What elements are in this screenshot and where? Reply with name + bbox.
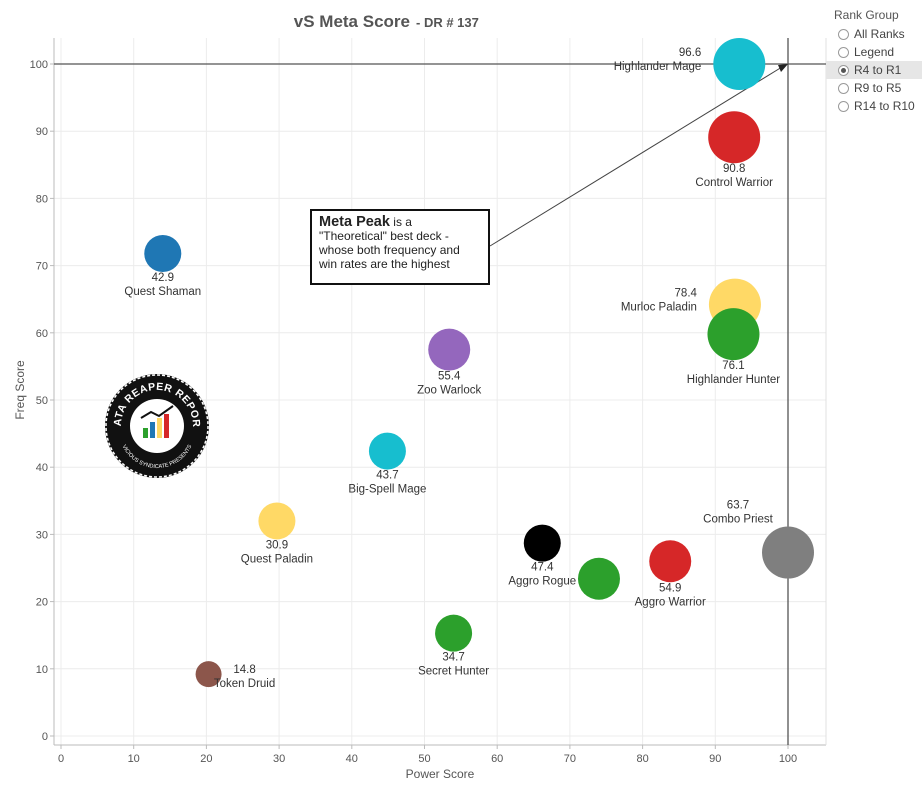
data-label: 76.1 [722, 360, 744, 372]
data-label: 43.7 [376, 470, 398, 482]
x-tick-label: 10 [128, 753, 140, 765]
point-name-label: Quest Paladin [241, 553, 313, 565]
data-label: 42.9 [152, 272, 174, 284]
x-tick-label: 60 [491, 753, 503, 765]
y-tick-label: 0 [42, 731, 48, 743]
x-tick-label: 80 [636, 753, 648, 765]
rank-option-label: Legend [854, 45, 895, 59]
data-label: 78.4 [675, 288, 698, 300]
point-name-label: Highlander Mage [614, 61, 702, 73]
meta-peak-annotation: Meta Peak is a "Theoretical" best deck -… [310, 209, 490, 285]
radio-button-icon[interactable] [838, 28, 849, 40]
annotation-text: is a "Theoretical" best deck - whose bot… [319, 215, 460, 271]
data-point [707, 308, 760, 361]
data-point [577, 557, 620, 600]
data-point [258, 502, 296, 540]
point-name-label: Aggro Warrior [635, 596, 706, 608]
reference-lines [54, 38, 826, 745]
x-tick-label: 0 [58, 753, 64, 765]
point-name-label: Murloc Paladin [621, 302, 697, 314]
point-name-label: Zoo Warlock [417, 385, 481, 397]
data-label: 30.9 [266, 539, 288, 551]
x-tick-label: 100 [779, 753, 797, 765]
meta-peak-arrow [489, 64, 788, 247]
data-label: 55.4 [438, 371, 461, 383]
y-tick-label: 100 [30, 59, 48, 71]
data-reaper-logo: DATA REAPER REPORT VICIOUS SYNDICATE PRE… [103, 372, 209, 478]
data-point [428, 328, 471, 371]
data-point [762, 526, 814, 579]
y-tick-label: 90 [36, 126, 48, 138]
x-tick-label: 20 [200, 753, 212, 765]
radio-button-icon[interactable] [838, 82, 849, 94]
data-point [144, 235, 182, 273]
point-name-label: Highlander Hunter [687, 374, 781, 386]
point-name-label: Quest Shaman [124, 286, 201, 298]
data-point [195, 661, 222, 688]
data-point [649, 540, 692, 583]
x-tick-label: 30 [273, 753, 285, 765]
x-tick-label: 40 [346, 753, 358, 765]
point-labels: 96.6 Highlander Mage 90.8 Control Warrior 42… [124, 47, 780, 690]
data-label: 47.4 [531, 562, 554, 574]
data-label: 90.8 [723, 163, 745, 175]
axes: 0 10 20 30 40 50 60 70 80 90 100 0 10 20 30 40 50 60 70 80 9… [30, 38, 827, 765]
data-label: 63.7 [727, 500, 749, 512]
y-tick-label: 60 [36, 328, 48, 340]
annotation-bold: Meta Peak [319, 214, 390, 230]
y-axis-label: Freq Score [13, 360, 27, 420]
y-tick-label: 30 [36, 529, 48, 541]
rank-option[interactable]: R14 to R10 [826, 97, 922, 115]
data-label: 54.9 [659, 582, 681, 594]
y-tick-label: 50 [36, 395, 48, 407]
x-tick-label: 70 [564, 753, 576, 765]
rank-option[interactable]: R4 to R1 [826, 61, 922, 79]
arrow-line [489, 66, 783, 247]
point-name-label: Big-Spell Mage [348, 484, 426, 496]
y-tick-label: 70 [36, 261, 48, 273]
arrow-head [778, 64, 788, 72]
x-tick-label: 50 [418, 753, 430, 765]
rank-option-label: All Ranks [854, 27, 905, 41]
radio-button-icon[interactable] [838, 46, 849, 58]
point-name-label: Token Druid [214, 678, 275, 690]
x-axis-label: Power Score [406, 767, 475, 781]
rank-option[interactable]: All Ranks [826, 25, 922, 43]
x-tick-label: 90 [709, 753, 721, 765]
rank-option[interactable]: Legend [826, 43, 922, 61]
rank-option[interactable]: R9 to R5 [826, 79, 922, 97]
point-name-label: Aggro Rogue [508, 576, 576, 588]
data-point [713, 38, 766, 90]
rank-group-filter: Rank Group All Ranks Legend R4 to R1 R9 to … [826, 8, 922, 115]
data-point [435, 614, 473, 652]
rank-option-label: R9 to R5 [854, 81, 902, 95]
point-name-label: Combo Priest [703, 514, 773, 526]
rank-group-title: Rank Group [834, 8, 899, 22]
y-tick-label: 40 [36, 462, 48, 474]
point-name-label: Control Warrior [695, 177, 773, 189]
data-point [523, 524, 561, 562]
rank-option-label: R4 to R1 [854, 63, 902, 77]
point-name-label: Secret Hunter [418, 666, 489, 678]
y-tick-label: 80 [36, 193, 48, 205]
data-point [368, 432, 406, 470]
data-label: 96.6 [679, 47, 701, 59]
data-point [708, 111, 761, 164]
y-tick-label: 10 [36, 664, 48, 676]
chart-subtitle: - DR # 137 [416, 15, 479, 30]
chart-title: vS Meta Score [294, 12, 410, 31]
logo-bars-icon [140, 405, 174, 438]
data-label: 34.7 [442, 652, 464, 664]
data-points [144, 38, 814, 688]
radio-button-icon[interactable] [838, 64, 849, 76]
rank-option-label: R14 to R10 [854, 99, 915, 113]
radio-button-icon[interactable] [838, 100, 849, 112]
data-label: 14.8 [233, 664, 255, 676]
y-tick-label: 20 [36, 597, 48, 609]
